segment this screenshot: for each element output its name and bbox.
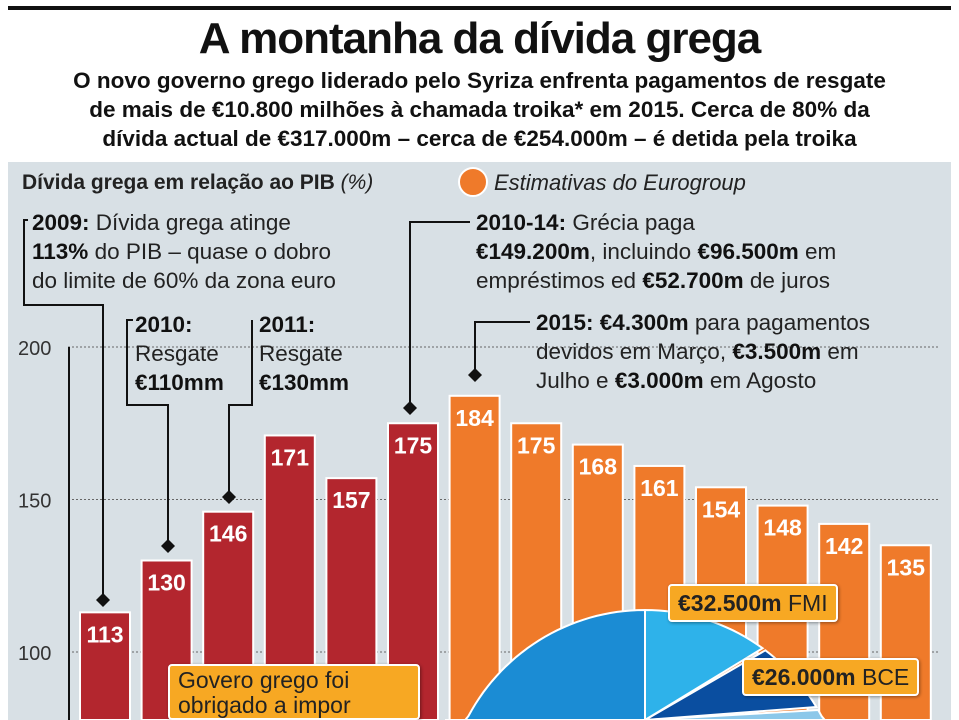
bar-value-label: 175 <box>394 432 433 458</box>
bar-value-label: 171 <box>271 444 310 470</box>
subtitle-line: de mais de €10.800 milhões à chamada tro… <box>89 97 870 122</box>
legend-label: Estimativas do Eurogroup <box>494 170 746 195</box>
subtitle-line: O novo governo grego liderado pelo Syriz… <box>73 68 886 93</box>
bar-value-label: 154 <box>702 496 741 522</box>
bar-value-label: 161 <box>640 475 679 501</box>
legend-dot <box>458 167 488 197</box>
annotation-2015: 2015: €4.300m para pagamentos devidos em… <box>536 310 870 393</box>
subtitle: O novo governo grego liderado pelo Syriz… <box>0 66 959 153</box>
bar-value-label: 142 <box>825 533 863 559</box>
bar-value-label: 157 <box>332 487 370 513</box>
pie-label-fmi: €32.500m FMI <box>668 584 838 622</box>
annotation-2009: 2009: Dívida grega atinge 113% do PIB – … <box>32 210 336 293</box>
annotation-2010-14: 2010-14: Grécia paga €149.200m, incluind… <box>476 210 837 293</box>
bar-value-label: 130 <box>147 570 185 596</box>
diamond-marker <box>403 401 417 415</box>
pie-slice <box>644 708 842 720</box>
bar-value-label: 135 <box>887 554 926 580</box>
leader-line <box>126 319 169 546</box>
top-rule <box>8 6 951 10</box>
leader-line <box>409 221 470 408</box>
annotation-2010: 2010: Resgate €110mm <box>135 312 224 395</box>
leader-line <box>228 320 253 497</box>
diamond-marker <box>468 368 482 382</box>
subtitle-line: dívida actual de €317.000m – cerca de €2… <box>102 126 857 151</box>
chart-title: Dívida grega em relação ao PIB (%) <box>22 171 374 194</box>
diamond-marker <box>161 539 175 553</box>
diamond-marker <box>96 593 110 607</box>
diamond-marker <box>222 490 236 504</box>
pie-label-bce: €26.000m BCE <box>742 658 920 696</box>
bar-value-label: 148 <box>763 515 802 541</box>
callout-line: obrigado a impor <box>178 692 351 718</box>
bar-value-label: 168 <box>579 454 618 480</box>
annotation-2011: 2011: Resgate €130mm <box>259 312 350 395</box>
pie-slice <box>445 608 646 720</box>
leader-line <box>474 321 530 375</box>
bar <box>448 394 501 720</box>
callout-box: Govero grego foi obrigado a impor <box>168 664 420 720</box>
page-title: A montanha da dívida grega <box>198 14 762 63</box>
bar-value-label: 184 <box>455 405 494 431</box>
bar-value-label: 175 <box>517 432 556 458</box>
y-tick-label: 100 <box>18 643 51 665</box>
callout-line: Govero grego foi <box>178 667 350 693</box>
y-tick-label: 200 <box>18 338 51 360</box>
y-tick-label: 150 <box>18 491 51 513</box>
bar-value-label: 146 <box>209 521 247 547</box>
leader-line <box>23 219 104 600</box>
bar-value-label: 113 <box>86 621 123 647</box>
